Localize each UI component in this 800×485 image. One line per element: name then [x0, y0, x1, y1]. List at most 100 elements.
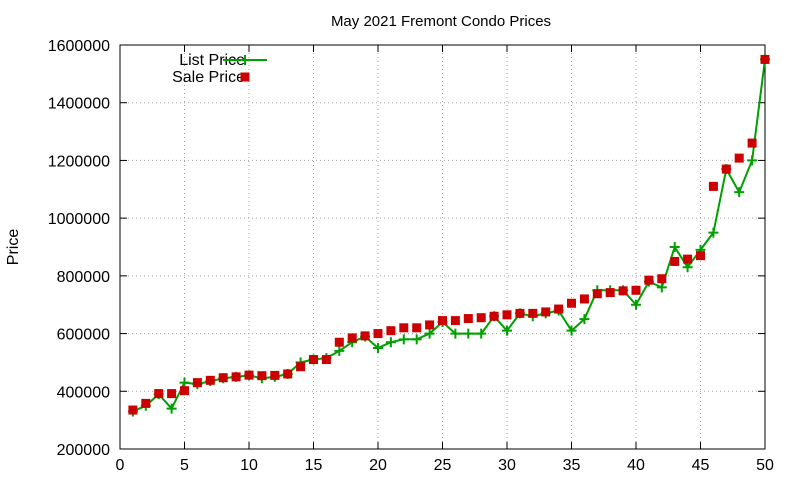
- sale-price-point: [296, 362, 306, 372]
- x-tick-label: 35: [563, 457, 581, 474]
- sale-price-point: [167, 389, 177, 399]
- sale-price-point: [450, 316, 460, 326]
- y-tick-label: 800000: [57, 269, 110, 286]
- sale-price-point: [399, 323, 409, 333]
- list-price-point: [179, 377, 190, 388]
- sale-price-point: [412, 323, 422, 333]
- sale-price-point: [554, 304, 564, 314]
- sale-price-point: [386, 326, 396, 336]
- sale-price-point: [541, 307, 551, 317]
- y-axis-label: Price: [5, 229, 22, 266]
- sale-price-point: [205, 375, 215, 385]
- list-price-point: [669, 242, 680, 252]
- sale-price-point: [334, 337, 344, 347]
- sale-price-point: [489, 311, 499, 321]
- x-tick-label: 45: [692, 457, 710, 474]
- x-tick-label: 25: [434, 457, 452, 474]
- sale-price-point: [270, 370, 280, 380]
- sale-price-point: [515, 308, 525, 318]
- list-price-point: [631, 299, 641, 310]
- list-price-point: [450, 328, 461, 339]
- list-price-point: [579, 314, 590, 325]
- sale-price-point: [618, 286, 628, 296]
- data-series: [127, 54, 770, 417]
- sale-price-point: [708, 181, 718, 191]
- y-tick-label: 200000: [57, 442, 110, 459]
- list-price-point: [502, 325, 512, 336]
- y-tick-label: 1000000: [48, 211, 110, 228]
- grid-lines: [120, 45, 765, 449]
- chart-title: May 2021 Fremont Condo Prices: [331, 13, 551, 30]
- list-price-point: [424, 328, 435, 339]
- sale-price-point: [631, 285, 641, 295]
- x-tick-label: 10: [240, 457, 258, 474]
- sale-price-point: [438, 316, 447, 326]
- sale-price-point: [360, 331, 370, 341]
- sale-price-point: [257, 371, 267, 381]
- list-price-legend-label: List Price: [179, 52, 245, 69]
- sale-price-point: [373, 329, 383, 339]
- sale-price-point: [721, 164, 731, 174]
- x-tick-label: 0: [116, 457, 125, 474]
- sale-price-legend-marker: [240, 72, 250, 82]
- y-tick-label: 1600000: [48, 38, 110, 55]
- x-tick-label: 15: [305, 457, 323, 474]
- list-price-legend-marker: [240, 55, 250, 65]
- sale-price-point: [463, 314, 473, 324]
- list-price-point: [656, 282, 667, 293]
- list-price-point: [747, 155, 758, 166]
- list-price-point: [411, 334, 422, 345]
- sale-price-point: [154, 389, 164, 399]
- list-price-point: [476, 328, 487, 339]
- sale-price-point: [579, 294, 589, 304]
- y-tick-label: 400000: [57, 384, 110, 401]
- sale-price-point: [734, 153, 744, 163]
- list-price-point: [398, 334, 409, 345]
- sale-price-point: [283, 369, 293, 379]
- y-tick-label: 600000: [57, 327, 110, 344]
- list-price-point: [566, 325, 577, 336]
- list-price-point: [334, 345, 345, 356]
- sale-price-point: [244, 370, 254, 380]
- list-price-point: [734, 187, 745, 198]
- sale-price-point: [231, 372, 241, 382]
- sale-price-point: [644, 275, 654, 285]
- list-price-point: [708, 227, 719, 238]
- axes: [119, 44, 766, 450]
- sale-price-point: [696, 251, 705, 261]
- sale-price-point: [605, 288, 615, 298]
- x-tick-label: 50: [756, 457, 774, 474]
- sale-price-point: [425, 320, 435, 330]
- sale-price-point: [180, 386, 189, 396]
- x-tick-label: 40: [627, 457, 645, 474]
- sale-price-point: [502, 310, 512, 320]
- x-tick-label: 20: [369, 457, 387, 474]
- sale-price-point: [657, 274, 667, 284]
- list-price-line: [132, 59, 766, 413]
- sale-price-point: [309, 355, 318, 365]
- sale-price-point: [760, 54, 770, 64]
- x-tick-label: 5: [180, 457, 189, 474]
- list-price-point: [463, 328, 474, 339]
- sale-price-point: [747, 138, 757, 148]
- sale-price-point: [218, 373, 228, 383]
- sale-price-point: [141, 398, 151, 408]
- sale-price-point: [128, 405, 138, 415]
- list-price-point: [373, 343, 383, 353]
- sale-price-legend-label: Sale Price: [172, 69, 245, 86]
- sale-price-point: [592, 289, 602, 299]
- list-price-point: [166, 403, 177, 414]
- y-tick-label: 1200000: [48, 153, 110, 170]
- x-tick-label: 30: [498, 457, 516, 474]
- sale-price-point: [321, 355, 331, 365]
- list-price-point: [385, 337, 396, 348]
- sale-price-point: [683, 254, 693, 264]
- sale-price-point: [347, 333, 357, 343]
- sale-price-point: [670, 256, 680, 266]
- sale-price-point: [528, 308, 538, 318]
- sale-price-point: [567, 298, 576, 308]
- y-tick-label: 1400000: [48, 96, 110, 113]
